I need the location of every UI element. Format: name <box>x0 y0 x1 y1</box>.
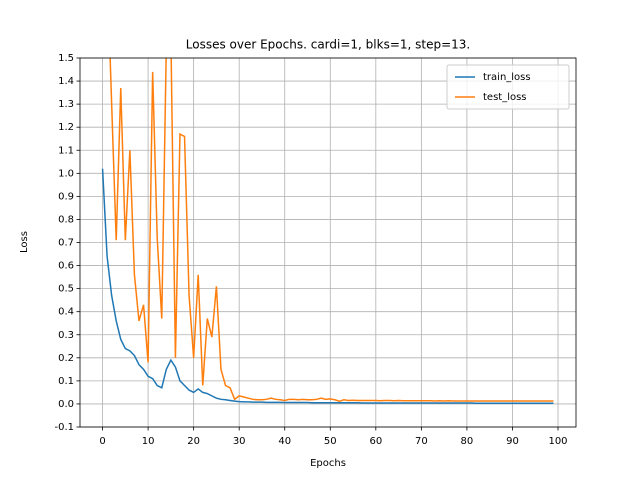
x-tick-label: 50 <box>324 436 337 447</box>
y-tick-label: 0.2 <box>58 353 74 364</box>
y-tick-label: 1.1 <box>58 145 74 156</box>
x-tick-label: 40 <box>278 436 291 447</box>
x-tick-label: 0 <box>99 436 105 447</box>
x-tick-label: 60 <box>369 436 382 447</box>
axes-frame <box>79 57 577 428</box>
x-axis-label: Epochs <box>310 458 346 469</box>
y-tick-label: 1.2 <box>58 122 74 133</box>
y-tick-label: 1.3 <box>58 99 74 110</box>
y-tick-label: 0.4 <box>58 307 74 318</box>
y-tick-label: 0.3 <box>58 330 74 341</box>
plot-area <box>101 58 554 404</box>
y-tick-label: 0.6 <box>58 261 74 272</box>
y-tick-label: 0.5 <box>58 284 74 295</box>
y-tick-label: 0.0 <box>58 399 74 410</box>
line-series <box>101 168 554 404</box>
y-axis-label: Loss <box>19 231 30 253</box>
x-tick-label: 20 <box>187 436 200 447</box>
y-tick-label: 0.1 <box>58 376 74 387</box>
legend-label: train_loss <box>483 72 531 83</box>
line-series <box>109 58 554 402</box>
legend-label: test_loss <box>483 92 527 103</box>
x-tick-label: 30 <box>233 436 246 447</box>
y-tick-label: 1.0 <box>58 168 74 179</box>
y-tick-label: 1.5 <box>58 53 74 64</box>
x-tick-label: 70 <box>415 436 428 447</box>
x-tick-label: 90 <box>506 436 519 447</box>
x-tick-label: 80 <box>461 436 474 447</box>
y-tick-label: 1.4 <box>58 76 74 87</box>
chart-title: Losses over Epochs. cardi=1, blks=1, ste… <box>186 38 470 52</box>
x-tick-label: 100 <box>548 436 567 447</box>
y-tick-label: 0.7 <box>58 238 74 249</box>
x-tick-label: 10 <box>142 436 155 447</box>
y-tick-label: -0.1 <box>54 422 74 433</box>
y-tick-label: 0.9 <box>58 191 74 202</box>
legend-box <box>446 64 570 110</box>
y-tick-label: 0.8 <box>58 214 74 225</box>
